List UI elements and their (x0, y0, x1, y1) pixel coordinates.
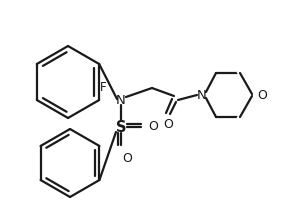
Text: O: O (122, 152, 132, 165)
Text: O: O (163, 118, 173, 131)
Text: N: N (116, 93, 126, 107)
Text: S: S (116, 119, 126, 134)
Text: O: O (148, 119, 158, 133)
Text: N: N (197, 88, 207, 101)
Text: O: O (257, 88, 267, 101)
Text: F: F (100, 81, 107, 94)
